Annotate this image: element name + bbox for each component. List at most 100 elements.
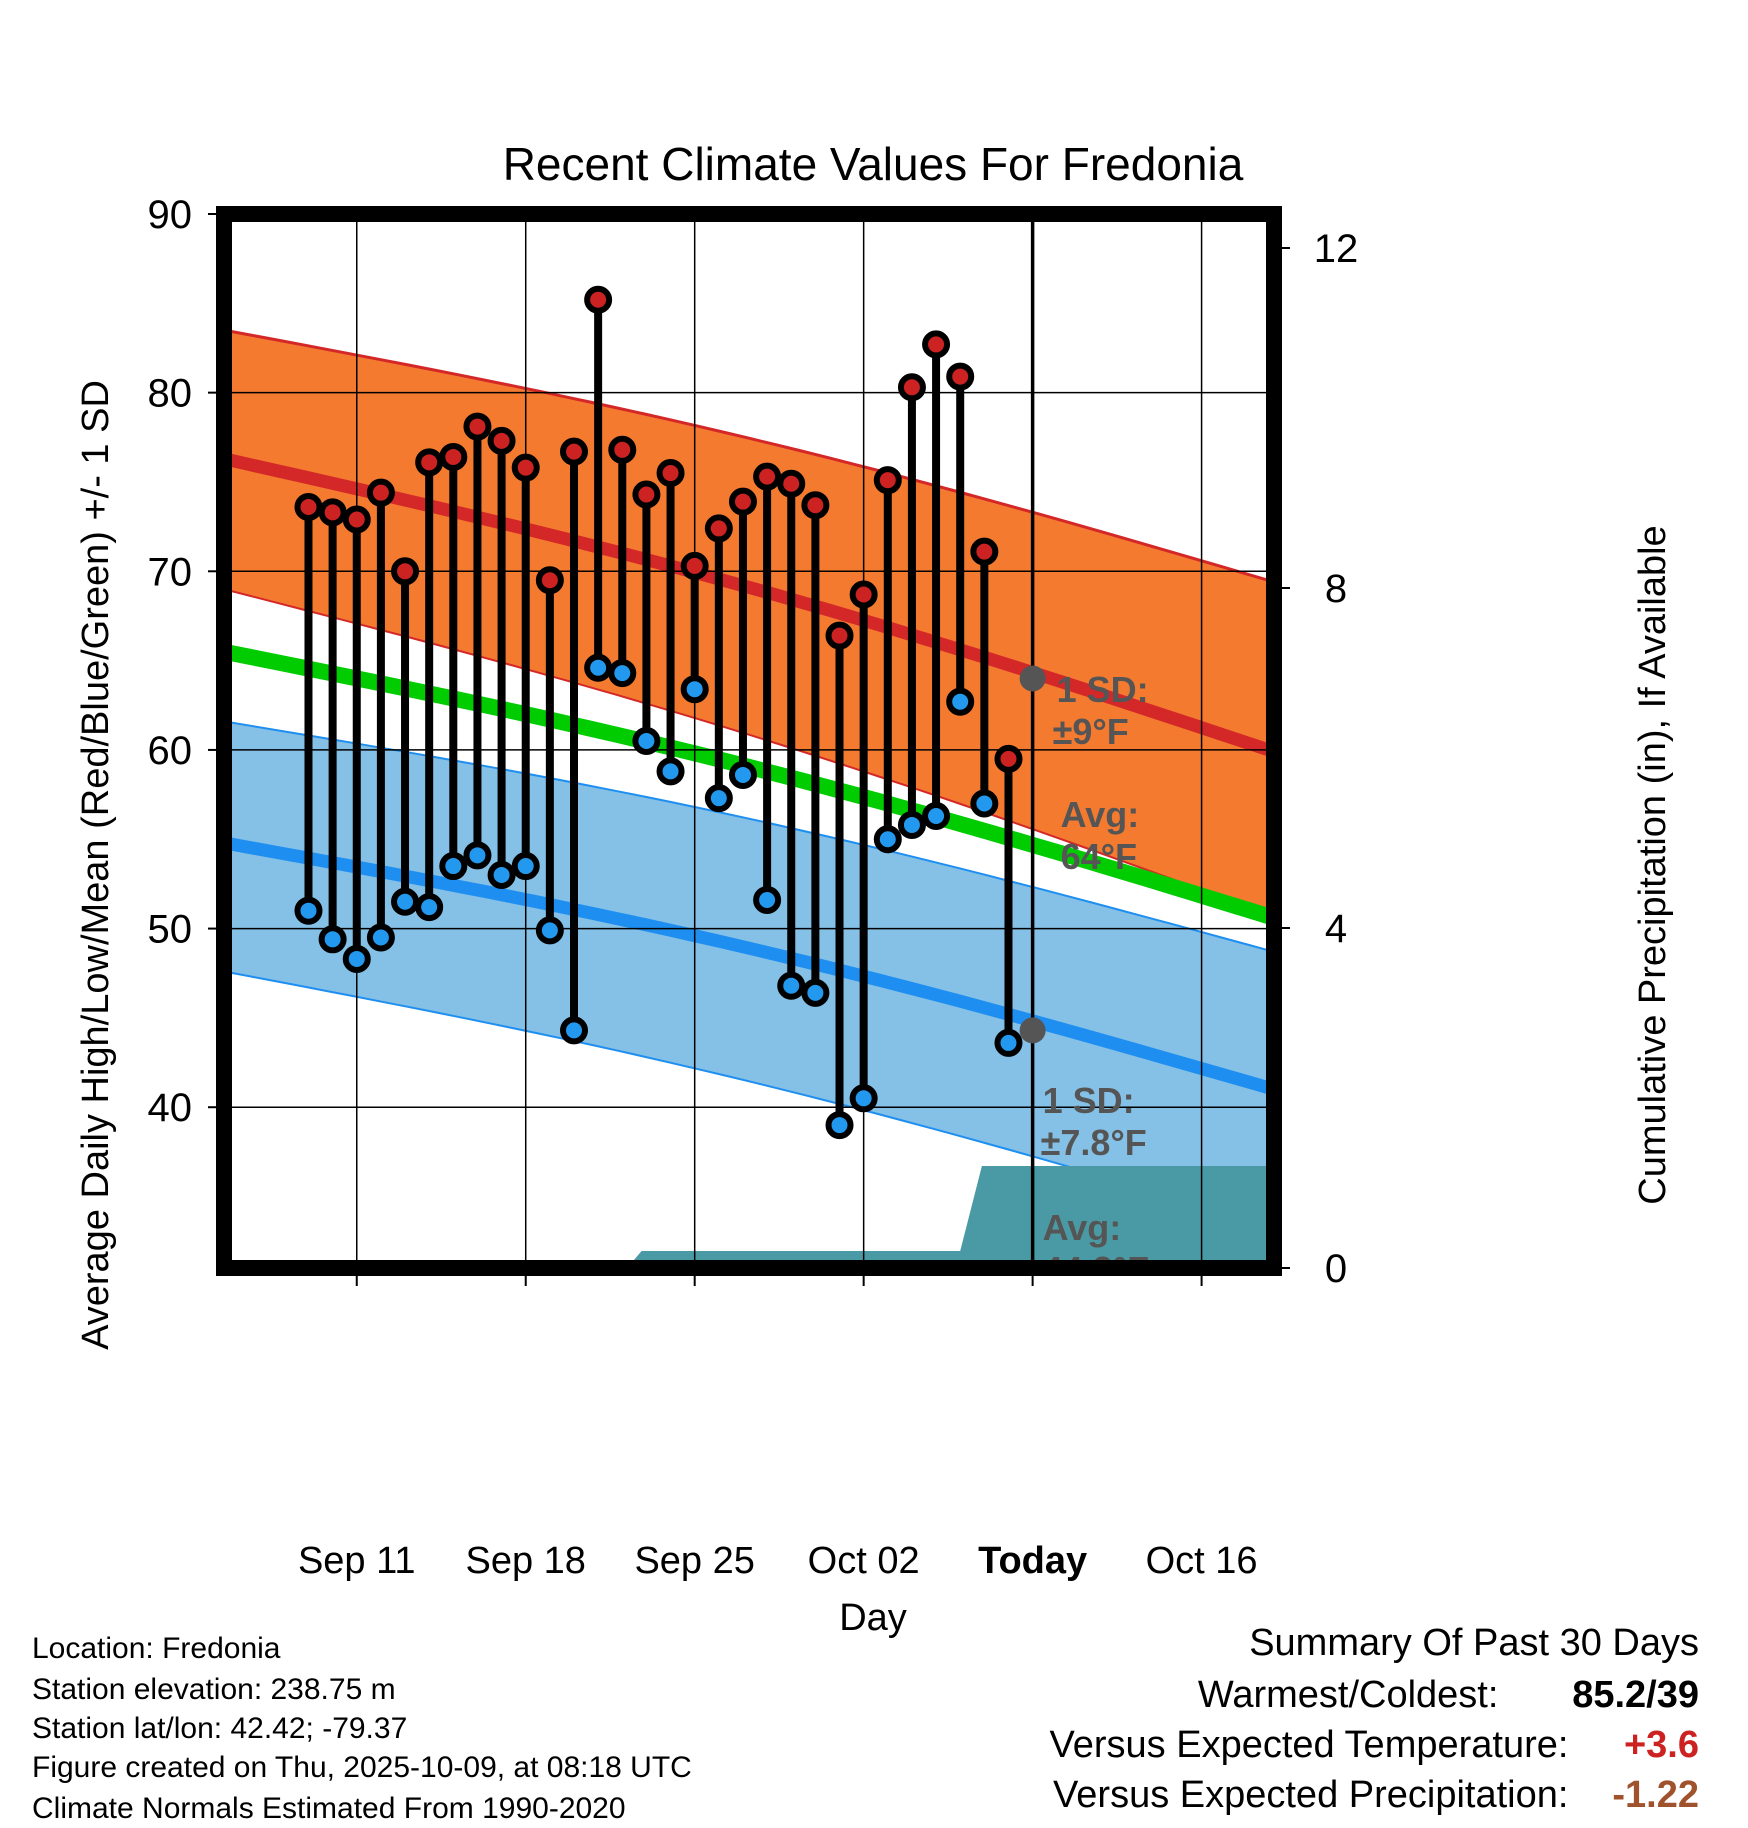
warm-cold-label: Warmest/Coldest: [1197, 1674, 1499, 1716]
x-tick-label: Sep 18 [465, 1540, 585, 1582]
obs-low-point [608, 659, 637, 688]
y2-tick-label: 4 [1325, 907, 1347, 951]
precip-area [224, 1166, 1274, 1268]
obs-low-point [632, 727, 661, 755]
obs-low-point [680, 675, 709, 704]
obs-low-point [849, 1084, 878, 1113]
obs-high-point [318, 498, 347, 527]
x-tick-label: Sep 25 [634, 1540, 754, 1582]
latlon-text: Station lat/lon: 42.42; -79.37 [32, 1712, 408, 1745]
y-tick-label: 40 [148, 1086, 193, 1130]
obs-low-point [294, 896, 323, 925]
y-tick-label: 70 [148, 550, 193, 594]
period-label-number: 30 [1051, 1379, 1091, 1420]
temp-vs-expected-label: Versus Expected Temperature: [1049, 1724, 1569, 1766]
high-avg-line [224, 452, 1274, 758]
obs-high-point [415, 448, 444, 477]
high-sd-upper-edge [224, 328, 1274, 584]
low-avg-line [224, 836, 1274, 1096]
obs-low-point [825, 1111, 854, 1140]
obs-high-point [680, 551, 709, 580]
obs-low-point [753, 885, 782, 914]
obs-high-point [535, 566, 564, 595]
obs-low-point [511, 852, 540, 881]
temp-vs-expected-value: +3.6 [1623, 1724, 1699, 1766]
obs-high-point [922, 330, 951, 359]
obs-high-point [897, 373, 926, 402]
obs-low-point [415, 893, 444, 922]
x-axis-title: Day [839, 1597, 907, 1639]
y-tick-label: 90 [148, 193, 193, 237]
low-sd-value: ±7.8°F [1041, 1122, 1147, 1163]
y-axis-title: Average Daily High/Low/Mean (Red/Blue/Gr… [75, 380, 117, 1350]
obs-low-point [897, 810, 926, 839]
obs-high-point [753, 462, 782, 491]
obs-high-point [342, 505, 371, 534]
obs-high-point [632, 480, 661, 509]
y-tick-label: 80 [148, 372, 193, 416]
obs-low-point [728, 760, 757, 789]
x-tick-label: Oct 16 [1146, 1540, 1258, 1582]
y-tick-label: 50 [148, 908, 193, 952]
created-text: Figure created on Thu, 2025-10-09, at 08… [32, 1751, 692, 1784]
summary-warm-cold: Warmest/Coldest: 85.2/39 [1198, 1674, 1699, 1717]
obs-high-point [777, 469, 806, 498]
obs-high-point [463, 412, 492, 441]
today-high-avg-marker [1019, 665, 1046, 692]
obs-high-point [294, 492, 323, 521]
obs-low-point [922, 802, 951, 831]
obs-high-point [391, 557, 420, 586]
today-low-avg-marker [1019, 1017, 1046, 1044]
elevation-text: Station elevation: 238.75 m [32, 1673, 396, 1706]
obs-low-point [487, 860, 516, 889]
obs-low-point [391, 887, 420, 916]
summary-precip: Versus Expected Precipitation: -1.22 [1053, 1774, 1699, 1817]
summary-title: Summary Of Past 30 Days [1249, 1622, 1699, 1664]
obs-low-point [318, 925, 347, 954]
obs-high-point [584, 285, 613, 314]
y2-tick-label: 12 [1314, 227, 1359, 271]
obs-low-point [535, 916, 564, 945]
y2-tick-label: 0 [1325, 1247, 1347, 1291]
obs-low-point [439, 852, 468, 881]
obs-high-point [970, 537, 999, 566]
obs-low-point [970, 789, 999, 818]
plot-frame [216, 206, 1282, 1276]
high-sd-lower-edge [224, 588, 1274, 918]
obs-high-point [366, 478, 395, 507]
normals-text: Climate Normals Estimated From 1990-2020 [32, 1792, 626, 1825]
obs-low-point [777, 971, 806, 1000]
obs-low-point [656, 757, 685, 786]
obs-high-point [704, 514, 733, 543]
low-sd-label: 1 SD: [1043, 1080, 1135, 1121]
obs-high-point [849, 580, 878, 609]
obs-high-point [728, 487, 757, 516]
obs-high-point [946, 362, 975, 391]
summary-temp: Versus Expected Temperature: +3.6 [1050, 1724, 1699, 1767]
obs-high-point [608, 435, 637, 464]
y2-tick-label: 8 [1325, 567, 1347, 611]
high-sd-label: 1 SD: [1057, 669, 1149, 710]
low-avg-label: Avg: [1043, 1207, 1122, 1248]
y2-axis-title: Cumulative Precipitation (in), If Availa… [1632, 525, 1674, 1204]
precip-vs-expected-value: -1.22 [1612, 1774, 1699, 1816]
x-tick-label: Today [978, 1540, 1087, 1582]
obs-low-point [873, 825, 902, 854]
low-sd-upper-edge [224, 720, 1274, 953]
obs-high-point [560, 437, 588, 466]
chart-title: Recent Climate Values For Fredonia [503, 138, 1244, 190]
obs-high-point [656, 459, 685, 488]
obs-high-point [511, 453, 540, 482]
obs-low-point [584, 653, 613, 682]
obs-low-point [801, 978, 830, 1007]
obs-low-point [704, 784, 733, 813]
obs-low-point [994, 1028, 1023, 1057]
high-avg-value: 64°F [1061, 836, 1137, 877]
obs-low-point [560, 1016, 588, 1045]
x-tick-label: Oct 02 [808, 1540, 920, 1582]
precip-vs-expected-label: Versus Expected Precipitation: [1053, 1774, 1569, 1816]
obs-low-point [946, 687, 975, 716]
obs-high-point [801, 491, 830, 520]
